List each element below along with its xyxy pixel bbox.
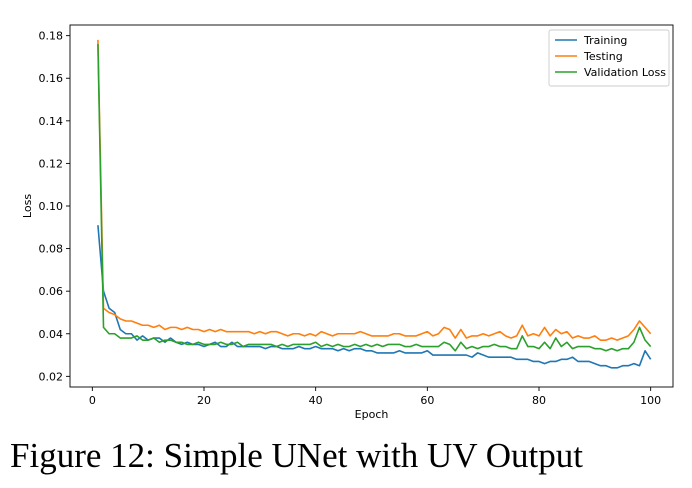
x-axis-label: Epoch: [355, 408, 389, 421]
x-tick-label: 40: [309, 394, 323, 407]
y-tick-label: 0.18: [39, 30, 64, 43]
y-axis-label: Loss: [21, 194, 34, 218]
y-tick-label: 0.14: [39, 115, 64, 128]
x-tick-label: 20: [197, 394, 211, 407]
x-tick-label: 100: [640, 394, 661, 407]
y-tick-label: 0.02: [39, 370, 64, 383]
legend-label: Testing: [583, 50, 623, 63]
y-tick-label: 0.08: [39, 243, 64, 256]
x-tick-label: 80: [532, 394, 546, 407]
series-line-validation-loss: [97, 44, 652, 352]
y-tick-label: 0.10: [39, 200, 64, 213]
x-tick-label: 60: [420, 394, 434, 407]
axes-layer: 0 20 40 60 80 100 0.02 0.04 0.06 0.08 0.10 0.12 0.14…: [39, 30, 662, 407]
y-tick-label: 0.04: [39, 328, 64, 341]
y-tick-label: 0.12: [39, 157, 64, 170]
legend: Training Testing Validation Loss: [548, 29, 670, 87]
legend-label: Validation Loss: [584, 66, 666, 79]
series-layer: [97, 39, 652, 369]
loss-chart: 0 20 40 60 80 100 0.02 0.04 0.06 0.08 0.10 0.12 0.14…: [21, 24, 674, 421]
x-tick-label: 0: [89, 394, 96, 407]
legend-frame: [548, 29, 670, 87]
y-tick-label: 0.16: [39, 72, 64, 85]
series-line-training: [97, 225, 652, 369]
legend-label: Training: [583, 34, 627, 47]
figure-caption: Figure 12: Simple UNet with UV Output: [10, 436, 583, 475]
series-line-testing: [97, 39, 652, 341]
y-tick-label: 0.06: [39, 285, 64, 298]
